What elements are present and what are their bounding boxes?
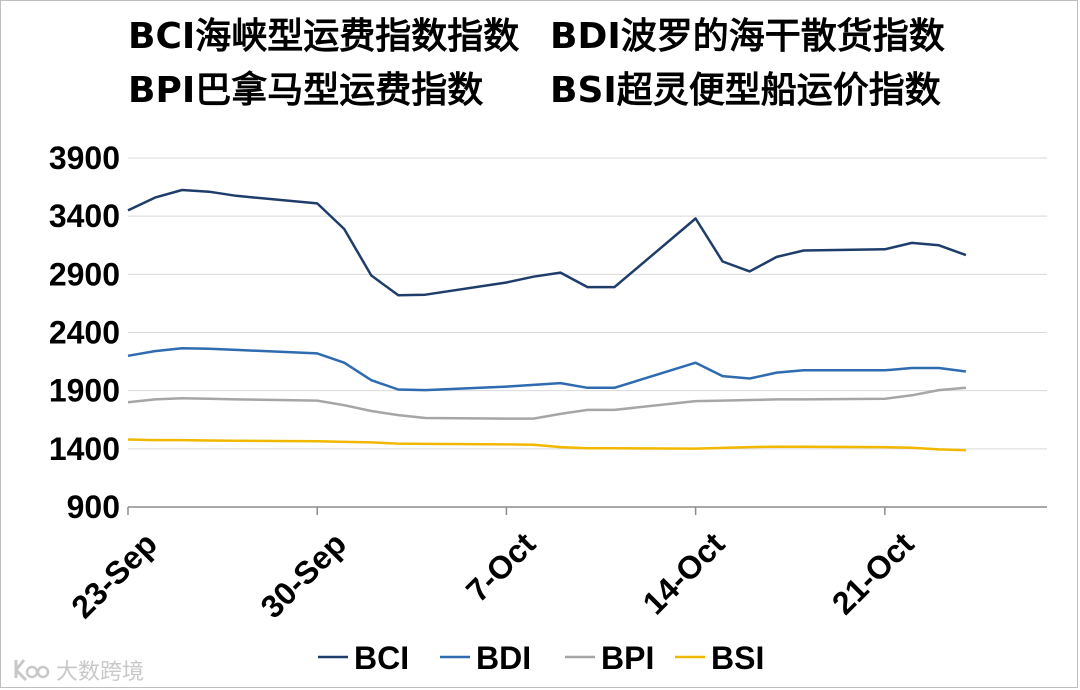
y-tick-label: 3900 [49,140,120,176]
y-tick-label: 3400 [49,198,120,234]
logo-icon [14,659,50,682]
title-line-2: BPI巴拿马型运费指数 BSI超灵便型船运价指数 [128,64,945,118]
x-tick-label: 14-Oct [636,525,732,621]
series-line-bpi [127,386,967,420]
legend-label-bci: BCI [354,640,409,676]
y-axis-ticks: 900 1400 1900 2400 2900 3400 3900 [49,140,120,525]
x-tick-label: 23-Sep [64,525,164,625]
title-line-1: BCI海峡型运费指数指数 BDI波罗的海干散货指数 [128,10,945,64]
legend-label-bpi: BPI [601,640,654,676]
x-tick-label: 21-Oct [825,525,921,621]
title-bci: BCI海峡型运费指数指数 [128,16,520,57]
legend: BCI BDI BPI BSI [318,640,764,676]
x-axis: 23-Sep 30-Sep 7-Oct 14-Oct 21-Oct [64,506,1047,625]
x-tick-label: 30-Sep [253,525,353,625]
y-tick-label: 2900 [49,256,120,292]
title-bsi: BSI超灵便型船运价指数 [550,70,941,111]
title-bpi: BPI巴拿马型运费指数 [128,70,484,111]
chart-title: BCI海峡型运费指数指数 BDI波罗的海干散货指数 BPI巴拿马型运费指数 BSI超… [128,10,945,118]
gridlines [128,157,1047,450]
y-tick-label: 1400 [49,431,120,467]
series-line-bsi [127,438,966,452]
title-bdi: BDI波罗的海干散货指数 [550,16,945,57]
y-tick-label: 900 [67,489,120,525]
y-tick-label: 2400 [49,315,120,351]
legend-label-bsi: BSI [711,640,764,676]
y-tick-label: 1900 [49,373,120,409]
watermark: 大数跨境 [10,654,144,686]
x-tick-label: 7-Oct [459,525,543,609]
watermark-text: 大数跨境 [56,660,145,685]
series-line-bdi [127,346,967,392]
legend-label-bdi: BDI [476,640,531,676]
series-lines [127,188,967,452]
series-line-bci [127,188,967,297]
